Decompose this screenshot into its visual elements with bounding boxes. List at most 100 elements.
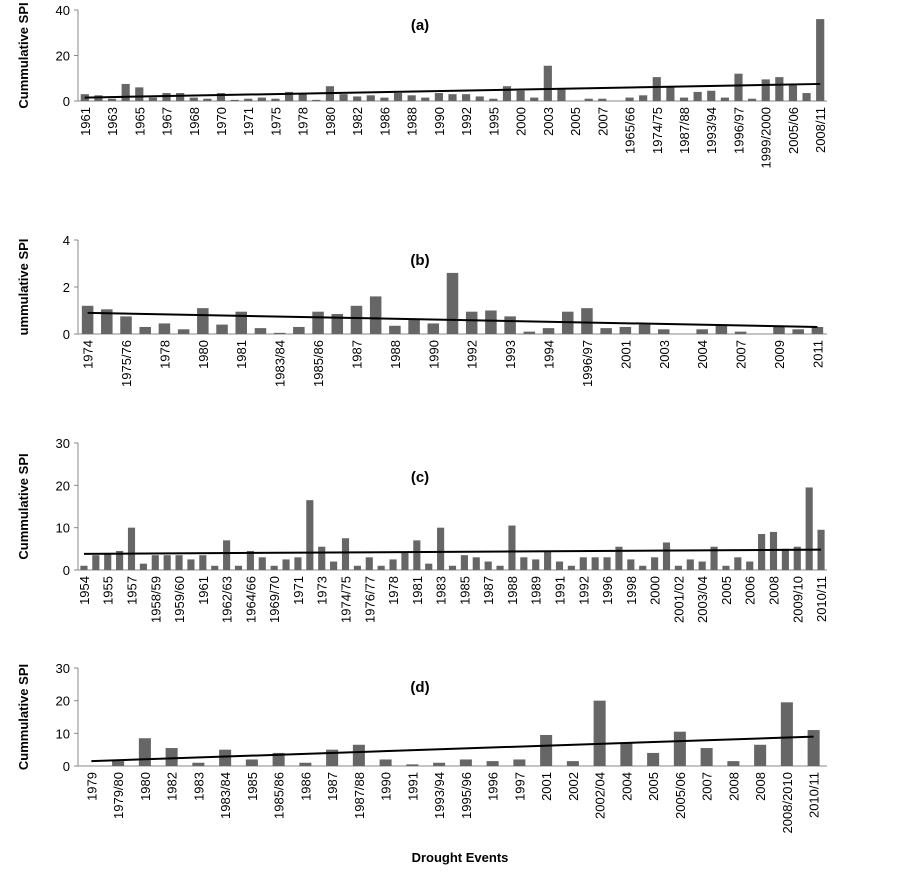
bar bbox=[244, 98, 253, 101]
bar bbox=[272, 752, 285, 766]
bar bbox=[459, 759, 472, 766]
x-tick-label: 2003 bbox=[657, 340, 672, 369]
x-tick-label: 1996/97 bbox=[580, 340, 595, 387]
x-tick-label: 2005/06 bbox=[673, 772, 688, 819]
x-tick-label: 1992 bbox=[465, 340, 480, 369]
bar bbox=[516, 90, 525, 101]
x-tick-label: 1963 bbox=[105, 107, 120, 136]
bar bbox=[816, 19, 825, 102]
bar bbox=[722, 565, 730, 570]
y-tick-label: 10 bbox=[56, 726, 70, 741]
bar bbox=[674, 565, 682, 570]
bar bbox=[369, 296, 382, 334]
y-tick-label: 0 bbox=[63, 759, 70, 774]
bar bbox=[662, 542, 671, 570]
x-tick-label: 1957 bbox=[125, 576, 140, 605]
bar bbox=[780, 702, 793, 766]
bar bbox=[802, 93, 811, 101]
bar bbox=[530, 97, 539, 101]
bar bbox=[448, 565, 457, 570]
bar bbox=[619, 326, 632, 334]
bar bbox=[734, 73, 743, 101]
bar bbox=[401, 553, 409, 570]
bar bbox=[673, 731, 686, 766]
x-tick-label: 2005/06 bbox=[786, 107, 801, 154]
bar bbox=[107, 98, 117, 101]
bar bbox=[380, 97, 389, 101]
bar bbox=[408, 318, 420, 334]
x-tick-label: 1987 bbox=[325, 772, 340, 801]
bar bbox=[652, 77, 661, 101]
y-axis-label: Cummulative SPI bbox=[16, 664, 31, 770]
bar bbox=[175, 555, 183, 570]
panel-title: (c) bbox=[411, 469, 429, 486]
bar bbox=[620, 743, 633, 766]
bar bbox=[781, 548, 789, 570]
bar bbox=[365, 557, 373, 570]
y-tick-label: 0 bbox=[63, 327, 70, 342]
bar bbox=[542, 328, 555, 334]
bar bbox=[615, 546, 623, 570]
x-tick-label: 1958/59 bbox=[148, 576, 163, 623]
bar bbox=[598, 98, 607, 101]
bar bbox=[734, 331, 747, 334]
bar bbox=[138, 738, 151, 766]
x-tick-label: 1993/94 bbox=[704, 107, 719, 154]
bar bbox=[421, 97, 430, 101]
bar bbox=[163, 555, 171, 570]
x-tick-label: 1973 bbox=[315, 576, 330, 605]
bar bbox=[298, 94, 307, 101]
bar bbox=[116, 550, 124, 570]
x-tick-label: 1994 bbox=[542, 340, 557, 369]
bar bbox=[235, 311, 248, 334]
x-tick-label: 1986 bbox=[377, 107, 392, 136]
bar bbox=[465, 311, 478, 334]
bar bbox=[158, 323, 171, 334]
bar bbox=[203, 98, 212, 101]
x-tick-label: 1975/76 bbox=[119, 340, 134, 387]
x-tick-label: 1978 bbox=[157, 340, 172, 369]
bar bbox=[216, 324, 228, 334]
x-tick-label: 2006 bbox=[743, 576, 758, 605]
bar bbox=[379, 759, 392, 766]
y-tick-label: 20 bbox=[56, 49, 70, 64]
bar bbox=[258, 557, 266, 570]
trend-line bbox=[83, 548, 822, 555]
x-tick-label: 2010/11 bbox=[807, 772, 822, 818]
x-tick-label: 2010/11 bbox=[814, 576, 829, 622]
y-axis-label: Cummulative SPI bbox=[16, 453, 31, 559]
bar bbox=[666, 87, 675, 101]
bar bbox=[639, 565, 647, 570]
bar bbox=[686, 559, 694, 570]
bar bbox=[746, 561, 754, 570]
bar bbox=[216, 93, 226, 101]
x-tick-label: 1996 bbox=[486, 772, 501, 801]
x-tick-label: 2011 bbox=[810, 340, 825, 368]
bar bbox=[555, 561, 564, 570]
bar bbox=[271, 98, 280, 101]
bar bbox=[330, 561, 338, 570]
bar bbox=[710, 546, 718, 570]
bar bbox=[715, 324, 728, 334]
x-tick-label: 2005 bbox=[646, 772, 661, 801]
x-tick-label: 2004 bbox=[619, 772, 634, 801]
x-tick-label: 1955 bbox=[101, 576, 116, 605]
bar bbox=[223, 540, 231, 570]
bar bbox=[811, 326, 824, 334]
bar bbox=[413, 540, 421, 570]
x-tick-label: 1968 bbox=[187, 107, 202, 136]
x-tick-label: 1978 bbox=[386, 576, 401, 605]
bar bbox=[532, 559, 540, 570]
x-tick-label: 1965/66 bbox=[623, 107, 638, 154]
bar bbox=[80, 94, 89, 101]
x-tick-label: 1974/75 bbox=[650, 107, 665, 154]
x-tick-label: 2000 bbox=[648, 576, 663, 605]
bar bbox=[139, 326, 151, 334]
bar bbox=[299, 762, 312, 766]
bar bbox=[544, 550, 552, 570]
bar bbox=[448, 94, 457, 101]
x-tick-label: 1998 bbox=[624, 576, 639, 605]
y-tick-label: 30 bbox=[56, 661, 70, 676]
x-tick-label: 2008/11 bbox=[813, 107, 828, 153]
